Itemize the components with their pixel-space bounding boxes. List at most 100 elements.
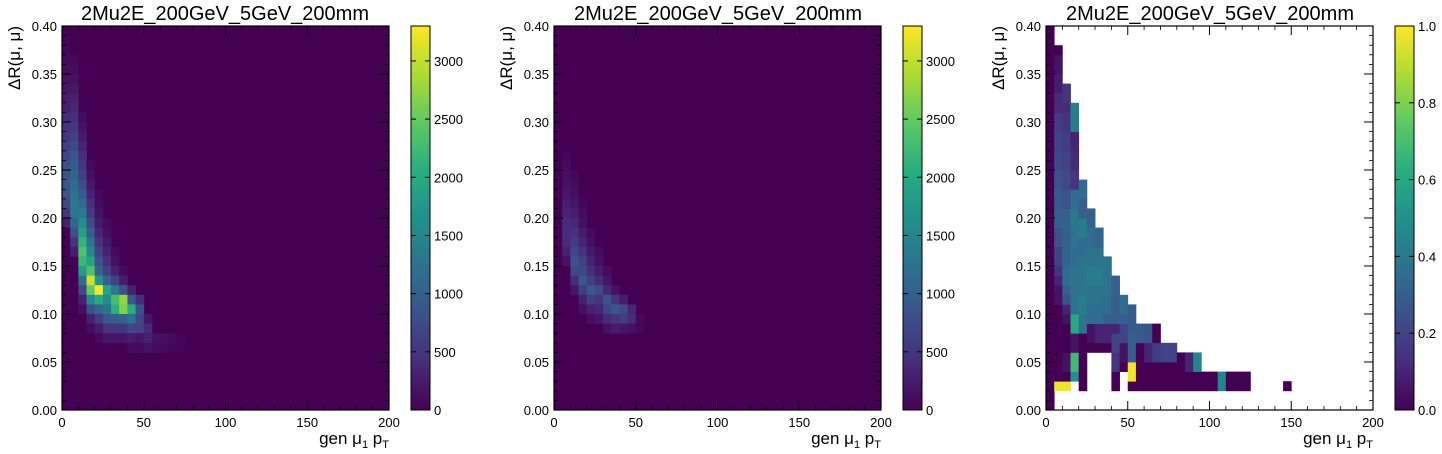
heatmap-cell: [62, 198, 71, 209]
heatmap-cell: [86, 208, 96, 219]
heatmap-cell: [1103, 275, 1112, 286]
heatmap-cell: [1111, 362, 1120, 372]
heatmap-cell: [1054, 218, 1063, 228]
heatmap-cell: [151, 333, 161, 344]
heatmap-cell: [586, 266, 596, 276]
heatmap-cell: [1078, 189, 1088, 200]
heatmap-cell: [143, 314, 153, 324]
heatmap-cell: [1184, 371, 1194, 382]
heatmap-cell: [1144, 362, 1153, 372]
heatmap-cell: [1086, 314, 1096, 324]
heatmap-background: [554, 26, 881, 410]
heatmap-cell: [1086, 304, 1096, 315]
heatmap-cell: [1086, 342, 1096, 353]
heatmap-cell: [594, 246, 604, 257]
colorbar: [902, 25, 923, 411]
heatmap-cell: [1046, 246, 1055, 257]
heatmap-cell: [86, 160, 96, 171]
heatmap-cell: [102, 275, 112, 286]
heatmap-cell: [1054, 294, 1063, 305]
heatmap-cell: [1193, 352, 1202, 363]
heatmap-cell: [603, 314, 612, 324]
heatmap-cell: [603, 323, 612, 334]
y-axis-label: ΔR(μ, μ): [989, 26, 1008, 90]
heatmap-cell: [1086, 246, 1096, 257]
heatmap-cell: [111, 285, 120, 296]
heatmap-cell: [151, 342, 161, 353]
heatmap-cell: [1046, 314, 1055, 324]
heatmap-cell: [70, 122, 79, 132]
heatmap-cell: [127, 342, 136, 353]
heatmap-cell: [1086, 294, 1096, 305]
heatmap-cell: [1046, 333, 1055, 344]
heatmap-cell: [1160, 371, 1170, 382]
heatmap-cell: [1062, 275, 1071, 286]
heatmap-cell: [1111, 275, 1120, 286]
heatmap-cell: [1070, 266, 1080, 276]
heatmap-cell: [603, 304, 612, 315]
heatmap-cell: [119, 294, 128, 305]
heatmap-cell: [578, 256, 588, 267]
heatmap-cell: [1070, 189, 1080, 200]
heatmap-cell: [1070, 102, 1080, 113]
colorbar-tick-label: 2000: [434, 170, 463, 185]
heatmap-cell: [578, 246, 588, 257]
heatmap-cell: [70, 160, 79, 171]
heatmap-cell: [1234, 371, 1243, 382]
x-tick-label: 50: [137, 415, 151, 430]
heatmap-cell: [570, 256, 579, 267]
heatmap-cell: [1054, 237, 1063, 248]
chart-title: 2Mu2E_200GeV_5GeV_200mm: [574, 3, 862, 25]
heatmap-cell: [1046, 54, 1055, 65]
heatmap-cell: [1078, 285, 1088, 296]
heatmap-cell: [1070, 352, 1080, 363]
heatmap-cell: [94, 237, 104, 248]
heatmap-cell: [611, 304, 620, 315]
heatmap-cell: [1078, 218, 1088, 228]
heatmap-cell: [1127, 342, 1137, 353]
heatmap-cell: [619, 314, 628, 324]
heatmap-cell: [102, 266, 112, 276]
heatmap-cell: [1046, 35, 1055, 46]
y-tick-label: 0.20: [1016, 211, 1041, 226]
heatmap-cell: [1078, 198, 1088, 209]
heatmap-cell: [1046, 112, 1055, 123]
x-axis-label: gen μ1 pT: [319, 429, 389, 451]
heatmap-cell: [627, 314, 637, 324]
heatmap-cell: [1152, 333, 1161, 344]
heatmap-cell: [78, 275, 87, 286]
colorbar-tick-label: 0.2: [1418, 326, 1436, 341]
heatmap-cell: [627, 323, 637, 334]
heatmap-cell: [78, 189, 87, 200]
heatmap-cell: [1111, 342, 1120, 353]
heatmap-cell: [635, 314, 645, 324]
y-tick-label: 0.00: [524, 403, 549, 418]
heatmap-cell: [611, 294, 620, 305]
heatmap-cell: [1184, 352, 1194, 363]
colorbar-tick-label: 500: [434, 345, 456, 360]
y-tick-label: 0.10: [1016, 307, 1041, 322]
x-axis: 0 50 100 150 200: [550, 26, 892, 430]
colorbar-tick-label: 500: [926, 345, 948, 360]
heatmap-cell: [1054, 285, 1063, 296]
heatmap-cell: [70, 150, 79, 161]
heatmap-cell: [78, 141, 87, 152]
heatmap-cell: [1078, 227, 1088, 238]
x-tick-label: 150: [296, 415, 318, 430]
heatmap-cell: [1095, 294, 1104, 305]
heatmap-cell: [94, 323, 104, 334]
heatmap-cell: [70, 208, 79, 219]
heatmap-cell: [562, 170, 571, 180]
heatmap-cell: [586, 285, 596, 296]
heatmap-cell: [86, 198, 96, 209]
heatmap-cell: [1111, 285, 1120, 296]
heatmap-cell: [1054, 304, 1063, 315]
heatmap-cell: [578, 218, 588, 228]
heatmap-cell: [1176, 362, 1186, 372]
heatmap-cell: [1135, 333, 1145, 344]
heatmap-cell: [102, 304, 112, 315]
heatmap-cell: [611, 314, 620, 324]
heatmap-cell: [1070, 237, 1080, 248]
heatmap-cell: [1225, 381, 1235, 392]
heatmap-cell: [1144, 381, 1153, 392]
